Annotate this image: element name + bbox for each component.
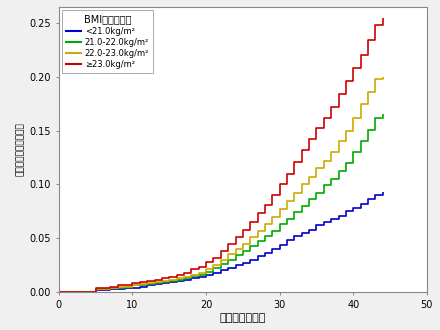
Legend: <21.0kg/m², 21.0-22.0kg/m², 22.0-23.0kg/m², ≥23.0kg/m²: <21.0kg/m², 21.0-22.0kg/m², 22.0-23.0kg/… <box>62 10 153 73</box>
Y-axis label: 糖尿病発症累積罹患率: 糖尿病発症累積罹患率 <box>16 122 25 176</box>
X-axis label: 追跡期間（年）: 追跡期間（年） <box>220 313 266 323</box>
